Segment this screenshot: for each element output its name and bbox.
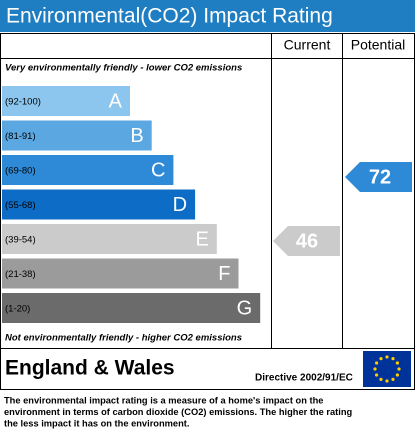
current-arrow bbox=[273, 226, 340, 256]
title-bar bbox=[0, 0, 415, 32]
band-letter: D bbox=[173, 194, 187, 216]
band-letter: B bbox=[130, 125, 143, 147]
star bbox=[375, 361, 379, 365]
potential-arrow bbox=[345, 162, 412, 192]
description-line: The environmental impact rating is a mea… bbox=[4, 395, 323, 405]
band-range: (92-100) bbox=[5, 97, 41, 108]
band-bar bbox=[2, 258, 239, 289]
col-header: Potential bbox=[351, 37, 405, 53]
star bbox=[379, 377, 383, 381]
star bbox=[395, 373, 399, 377]
top-note: Very environmentally friendly - lower CO… bbox=[5, 63, 242, 74]
band-letter: E bbox=[195, 228, 208, 250]
band-range: (81-91) bbox=[5, 131, 36, 142]
star bbox=[379, 357, 383, 361]
star bbox=[397, 367, 401, 371]
band-bar bbox=[2, 86, 130, 116]
band-range: (55-68) bbox=[5, 200, 36, 211]
band-bar bbox=[2, 189, 196, 220]
region: England & Wales bbox=[5, 357, 175, 380]
description-line: environment in terms of carbon dioxide (… bbox=[4, 407, 352, 417]
directive: Directive 2002/91/EC bbox=[255, 373, 353, 384]
bottom-note: Not environmentally friendly - higher CO… bbox=[5, 333, 242, 344]
band-range: (1-20) bbox=[5, 304, 30, 315]
star bbox=[373, 367, 377, 371]
star bbox=[385, 379, 389, 383]
current-value: 46 bbox=[296, 230, 318, 252]
eu-flag bbox=[363, 351, 411, 387]
col-header: Current bbox=[284, 37, 331, 53]
star bbox=[375, 373, 379, 377]
star bbox=[385, 355, 389, 359]
description-line: the less impact it has on the environmen… bbox=[4, 418, 189, 428]
band-letter: A bbox=[109, 90, 123, 112]
band-range: (69-80) bbox=[5, 166, 36, 177]
band-range: (39-54) bbox=[5, 235, 36, 246]
potential-value: 72 bbox=[369, 166, 391, 188]
star bbox=[395, 361, 399, 365]
band-bar bbox=[2, 293, 261, 323]
band-bar bbox=[2, 224, 217, 254]
band-letter: F bbox=[218, 263, 230, 285]
star bbox=[391, 357, 395, 361]
band-range: (21-38) bbox=[5, 269, 36, 280]
band-letter: C bbox=[151, 159, 165, 181]
band-bar bbox=[2, 155, 174, 185]
star bbox=[391, 377, 395, 381]
band-letter: G bbox=[237, 297, 253, 319]
band-bar bbox=[2, 120, 152, 151]
title: Environmental(CO2) Impact Rating bbox=[6, 5, 333, 28]
